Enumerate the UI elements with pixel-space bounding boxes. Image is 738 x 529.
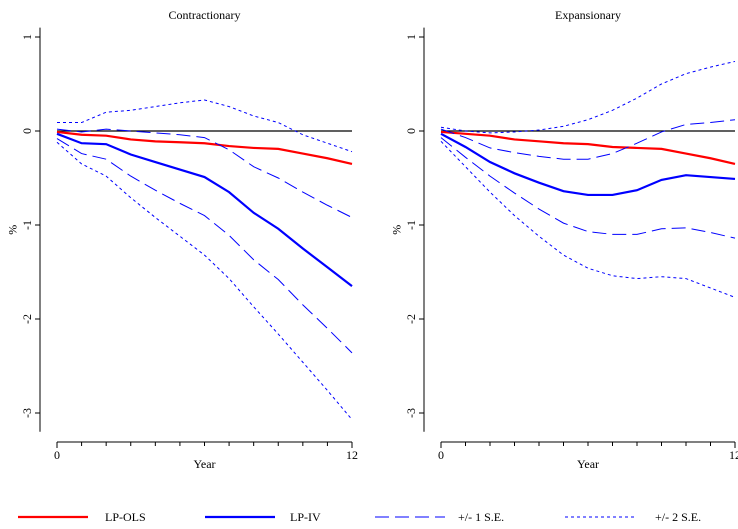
y-tick-label: -1: [404, 220, 418, 230]
series-line: [440, 119, 736, 160]
y-tick-label: 0: [20, 128, 34, 134]
y-tick-label: 0: [404, 128, 418, 134]
series-line: [56, 132, 353, 287]
y-tick-label: -3: [404, 408, 418, 418]
y-axis-label: %: [6, 225, 20, 235]
legend-label: +/- 2 S.E.: [655, 510, 701, 524]
x-axis-label: Year: [577, 457, 599, 471]
x-tick-label: 0: [54, 448, 60, 462]
y-axis-label: %: [390, 225, 404, 235]
series-line: [56, 138, 353, 354]
y-tick-label: -2: [20, 314, 34, 324]
x-tick-label: 0: [438, 448, 444, 462]
legend-label: LP-OLS: [105, 510, 146, 524]
series-line: [57, 99, 353, 153]
y-tick-label: -3: [20, 408, 34, 418]
x-axis-label: Year: [193, 457, 215, 471]
x-tick-label: 12: [729, 448, 738, 462]
legend-label: +/- 1 S.E.: [458, 510, 504, 524]
series-line: [56, 141, 353, 420]
series-line: [440, 132, 736, 197]
y-tick-label: -2: [404, 314, 418, 324]
series-line: [440, 130, 736, 165]
x-tick-label: 12: [346, 448, 358, 462]
legend-label: LP-IV: [290, 510, 321, 524]
series-line: [56, 128, 353, 218]
panel-title: Contractionary: [169, 8, 241, 22]
series-line: [440, 60, 736, 134]
series-line: [440, 140, 736, 298]
series-line: [56, 130, 353, 165]
y-tick-label: 1: [404, 34, 418, 40]
y-tick-label: 1: [20, 34, 34, 40]
panel-title: Expansionary: [555, 8, 621, 22]
y-tick-label: -1: [20, 220, 34, 230]
series-line: [440, 137, 736, 239]
